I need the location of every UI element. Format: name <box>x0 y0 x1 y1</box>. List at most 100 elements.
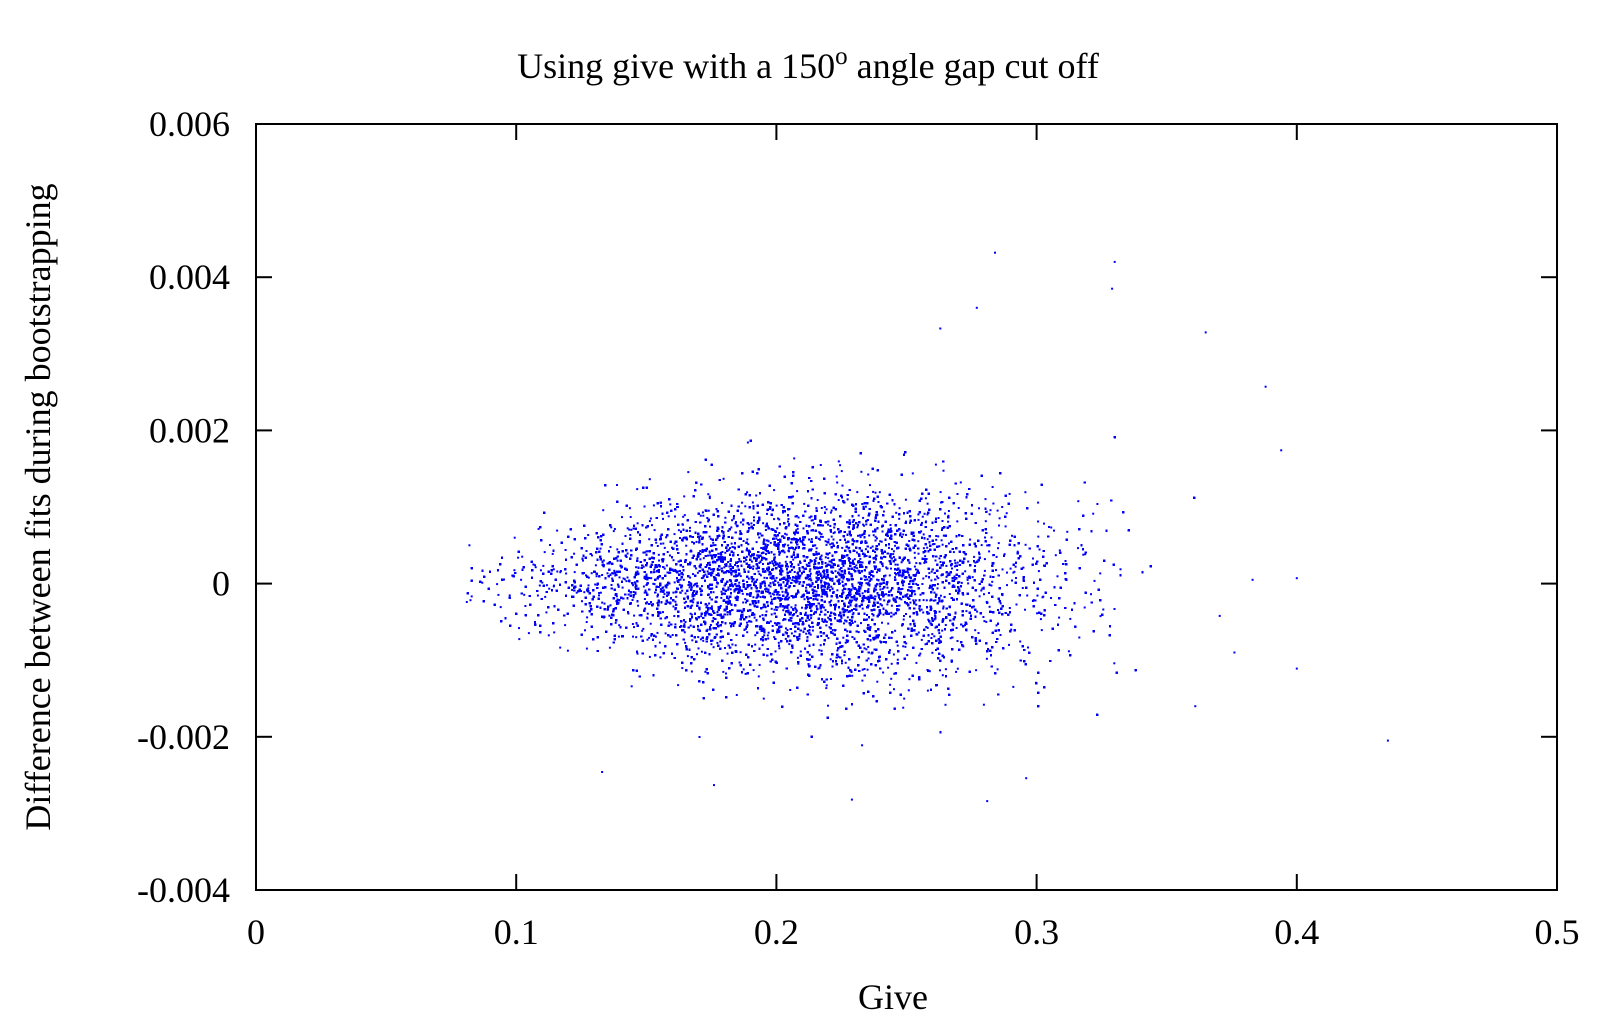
data-point <box>850 573 853 576</box>
data-point <box>926 626 929 629</box>
data-point <box>902 584 905 587</box>
data-point <box>830 535 833 538</box>
data-point <box>925 626 928 628</box>
data-point <box>995 555 998 558</box>
data-point <box>788 643 791 646</box>
data-point <box>799 581 802 584</box>
data-point <box>722 530 725 533</box>
data-point <box>920 608 923 611</box>
data-point <box>724 551 727 554</box>
data-point <box>697 636 700 639</box>
data-point <box>651 524 653 527</box>
data-point <box>989 509 992 512</box>
data-point <box>899 593 902 596</box>
data-point <box>632 635 634 638</box>
data-point <box>702 639 705 642</box>
data-point <box>677 529 680 532</box>
data-point <box>859 594 862 597</box>
data-point <box>645 575 648 578</box>
data-point <box>827 704 829 707</box>
data-point <box>746 581 749 583</box>
data-point <box>924 497 927 500</box>
data-point <box>954 562 957 565</box>
data-point <box>787 544 790 547</box>
data-point <box>777 517 779 520</box>
data-point <box>768 573 771 576</box>
data-point <box>653 568 656 571</box>
data-point <box>760 547 763 549</box>
data-point <box>520 578 523 581</box>
data-point <box>890 567 892 570</box>
data-point <box>942 469 945 472</box>
data-point <box>735 694 738 696</box>
data-point <box>717 552 720 555</box>
data-point <box>815 550 818 553</box>
data-point <box>807 659 810 661</box>
data-point <box>853 569 856 572</box>
data-point <box>741 592 744 595</box>
data-point <box>675 595 678 598</box>
data-point <box>810 529 813 532</box>
data-point <box>805 632 808 635</box>
data-point <box>609 546 612 548</box>
data-point <box>760 559 763 561</box>
data-point <box>778 562 781 565</box>
data-point <box>826 595 829 598</box>
data-point <box>695 617 697 620</box>
data-point <box>513 569 516 572</box>
data-point <box>890 604 893 607</box>
data-point <box>773 489 776 492</box>
data-point <box>763 628 766 631</box>
data-point <box>683 514 686 517</box>
data-point <box>734 589 737 592</box>
data-point <box>632 596 635 599</box>
data-point <box>1021 587 1024 589</box>
data-point <box>988 513 991 516</box>
data-point <box>767 637 770 640</box>
data-point <box>609 604 612 607</box>
data-point <box>889 683 892 686</box>
data-point <box>762 570 764 573</box>
data-point <box>962 593 965 596</box>
data-point <box>964 570 967 573</box>
data-point <box>813 558 816 561</box>
data-point <box>956 520 959 523</box>
data-point <box>702 557 705 560</box>
data-point <box>859 583 861 586</box>
data-point <box>759 596 762 599</box>
data-point <box>885 566 888 569</box>
data-point <box>752 567 755 570</box>
data-point <box>1077 500 1080 503</box>
data-point <box>937 577 940 580</box>
data-point <box>872 490 875 493</box>
data-point <box>541 581 544 584</box>
data-point <box>564 624 567 627</box>
data-point <box>662 589 665 592</box>
data-point <box>821 605 824 608</box>
data-point <box>665 536 668 539</box>
data-point <box>855 564 858 567</box>
data-point <box>624 535 627 537</box>
data-point <box>925 575 928 578</box>
data-point <box>1092 512 1095 515</box>
data-point <box>590 572 593 575</box>
data-point <box>991 486 994 488</box>
data-point <box>582 559 584 562</box>
data-point <box>729 613 732 616</box>
data-point <box>754 643 757 646</box>
data-point <box>733 622 736 625</box>
data-point <box>876 571 878 574</box>
data-point <box>885 593 888 596</box>
data-point <box>937 535 940 538</box>
data-point <box>1008 643 1010 646</box>
data-point <box>903 615 905 617</box>
data-point <box>836 481 839 484</box>
data-point <box>719 555 722 558</box>
data-point <box>842 577 845 580</box>
data-point <box>770 600 773 603</box>
data-point <box>927 618 930 621</box>
data-point <box>1093 579 1096 582</box>
data-point <box>704 670 707 673</box>
data-point <box>984 536 986 539</box>
data-point <box>613 528 616 530</box>
